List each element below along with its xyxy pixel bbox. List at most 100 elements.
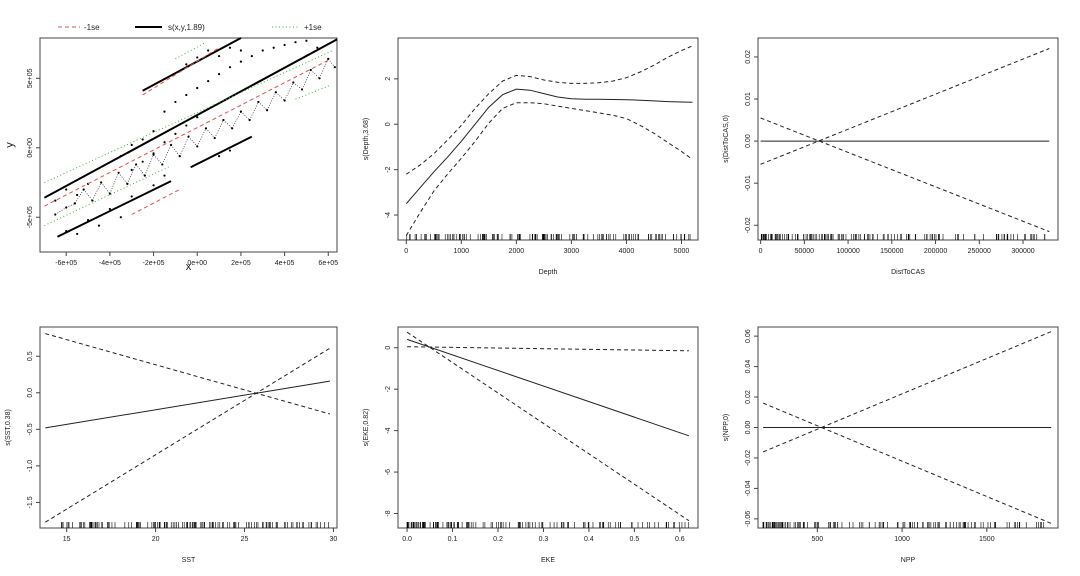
track-point [239, 60, 243, 63]
x-tick-label: 20 [152, 536, 160, 543]
legend-minus-se-label: -1se [84, 23, 100, 32]
x-tick-label: 250000 [968, 248, 991, 255]
y-tick-label: -0.01 [745, 175, 752, 191]
track-point [76, 193, 79, 197]
y-tick-label: 0.04 [745, 360, 752, 374]
upper-se-line [760, 48, 1050, 165]
legend: -1se s(x,y,1.89) +1se [58, 23, 322, 32]
track-line [144, 154, 154, 176]
x-tick-label: 0.3 [539, 536, 549, 543]
panel-depth: 0 1000 2000 3000 4000 5000 -4 -2 0 2 Depth s(Depth,… [363, 37, 699, 276]
panel-sst: 15 20 25 30 -1.5 -1.0 -0.5 0.0 0.5 SST s(SST,0.38) [5, 326, 338, 564]
x-tick-label: 4000 [619, 248, 635, 255]
track-line [266, 92, 277, 111]
track-line [240, 111, 250, 121]
track-line [162, 144, 172, 165]
x-axis-label: DistToCAS [891, 269, 925, 276]
track-point [174, 100, 177, 104]
track-point [250, 54, 253, 58]
y-tick-label: -6 [385, 469, 392, 475]
track-line [83, 189, 93, 201]
contour-plus-se [175, 41, 207, 60]
x-tick-label: 0 [759, 248, 763, 255]
y-tick-label: -1.0 [27, 460, 34, 472]
x-tick-label: 5000 [674, 248, 690, 255]
plot-frame [39, 37, 338, 253]
x-tick-label: 0e+00 [187, 260, 207, 267]
track-line [66, 203, 76, 208]
track-point [217, 155, 221, 158]
y-axis-label: s(DistToCAS,0) [723, 115, 730, 163]
track-line [179, 136, 189, 157]
track-line [135, 164, 146, 176]
panel-disttocas: 0 50000 100000 150000 200000 250000 300000 -0.0… [723, 37, 1059, 276]
x-tick-label: 1000 [454, 248, 470, 255]
track-point [185, 93, 188, 97]
track-point [163, 141, 166, 144]
y-tick-label: 0.02 [745, 390, 752, 404]
x-axis-label: SST [182, 557, 196, 564]
plot-frame [39, 326, 338, 529]
track-point [130, 195, 133, 198]
y-tick-label: 0.00 [745, 421, 752, 435]
lower-se-line [405, 102, 693, 236]
x-tick-label: 0.5 [629, 536, 639, 543]
track-line [275, 91, 285, 101]
track-point [76, 232, 79, 236]
y-tick-label: 0.0 [27, 388, 34, 398]
x-tick-label: 0.2 [493, 536, 503, 543]
track-line [223, 119, 233, 129]
x-tick-label: 0.4 [584, 536, 594, 543]
track-point [141, 138, 144, 141]
y-tick-label: -0.02 [745, 450, 752, 466]
track-line [319, 58, 329, 79]
y-tick-label: 2 [385, 77, 392, 81]
track-point [187, 135, 190, 138]
lower-se-line [760, 117, 1050, 233]
x-tick-label: 15 [63, 536, 71, 543]
track-point [152, 184, 155, 187]
y-tick-label: 0.02 [745, 50, 752, 64]
y-tick-label: 0e+00 [27, 138, 34, 158]
x-tick-label: 200000 [924, 248, 947, 255]
track-point [196, 56, 199, 59]
track-point [65, 188, 68, 191]
track-point [152, 152, 155, 155]
y-tick-label: 0.01 [745, 92, 752, 106]
track-point [261, 49, 264, 52]
y-tick-label: -0.02 [745, 217, 752, 233]
track-point [228, 46, 232, 49]
track-point [272, 46, 275, 49]
track-point [305, 39, 308, 42]
x-tick-label: 50000 [795, 248, 815, 255]
y-tick-label: -0.06 [745, 511, 752, 527]
track-point [217, 54, 221, 58]
track-point [134, 163, 138, 166]
track-point [283, 43, 286, 47]
track-line [74, 189, 84, 204]
panel-eke: 0.0 0.1 0.2 0.3 0.4 0.5 0.6 -8 -6 -4 -2 0 EKE s(EKE,0… [363, 326, 699, 564]
track-point [207, 49, 210, 52]
contour-fit [190, 135, 253, 169]
track-point [228, 149, 232, 152]
plot-frame [397, 37, 699, 241]
contour-minus-se [142, 47, 220, 96]
track-point [207, 79, 210, 83]
contour-fit [43, 38, 338, 199]
lower-se-line [762, 402, 1052, 524]
y-axis-label: s(NPP,0) [723, 414, 730, 442]
x-tick-label: -4e+05 [99, 260, 121, 267]
track-line [153, 154, 163, 165]
track-point [152, 130, 155, 133]
contour-fit [57, 180, 172, 238]
track-line [301, 69, 312, 90]
y-tick-label: 0.5 [27, 351, 34, 361]
y-tick-label: 0 [385, 346, 392, 350]
track-line [249, 101, 259, 121]
track-line [205, 128, 215, 139]
x-tick-label: 0.6 [675, 536, 685, 543]
x-tick-label: 6e+05 [318, 260, 338, 267]
x-tick-label: 2000 [509, 248, 525, 255]
track-line [92, 182, 102, 201]
fit-line [405, 88, 693, 205]
